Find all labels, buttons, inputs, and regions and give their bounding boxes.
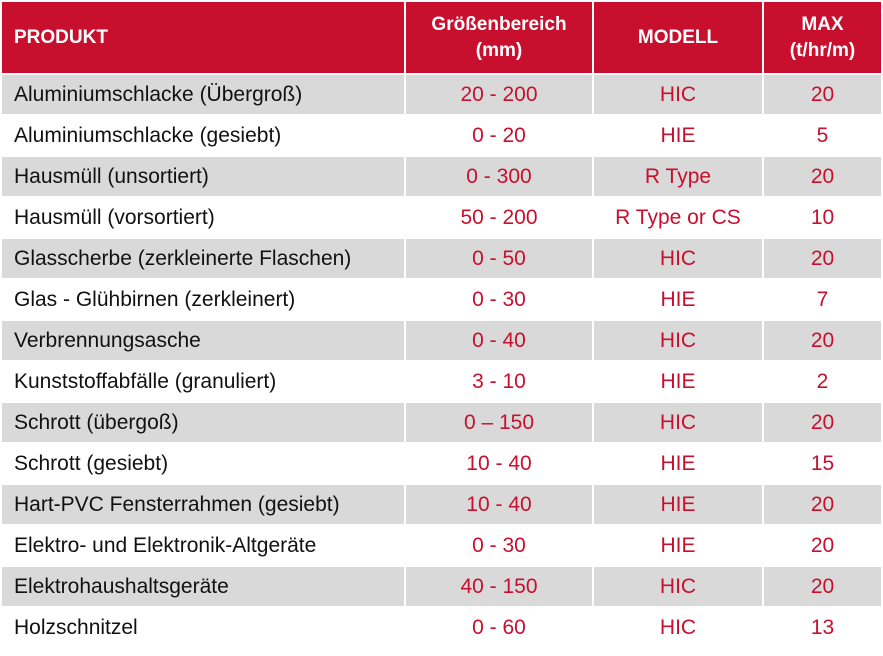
cell-modell: HIE: [592, 114, 764, 157]
header-groessenbereich-line1: Größenbereich: [431, 13, 567, 35]
table-row: Elektro- und Elektronik-Altgeräte 0 - 30 H…: [0, 524, 883, 567]
cell-max: 13: [762, 606, 883, 649]
header-produkt: PRODUKT: [0, 0, 406, 75]
table-row: Kunststoffabfälle (granuliert) 3 - 10 HIE 2: [0, 360, 883, 403]
cell-produkt: Hausmüll (unsortiert): [0, 155, 406, 198]
cell-max: 20: [762, 73, 883, 116]
cell-produkt: Aluminiumschlacke (gesiebt): [0, 114, 406, 157]
cell-produkt: Schrott (gesiebt): [0, 442, 406, 485]
cell-groessenbereich: 0 - 50: [404, 237, 594, 280]
table-header-row: PRODUKT Größenbereich (mm) MODELL MAX (t/h…: [0, 0, 883, 75]
cell-modell: HIE: [592, 524, 764, 567]
cell-max: 20: [762, 401, 883, 444]
table-row: Holzschnitzel 0 - 60 HIC 13: [0, 606, 883, 649]
table-row: Schrott (übergoß) 0 – 150 HIC 20: [0, 401, 883, 444]
cell-modell: HIC: [592, 565, 764, 608]
table-row: Hausmüll (unsortiert) 0 - 300 R Type 20: [0, 155, 883, 198]
cell-produkt: Kunststoffabfälle (granuliert): [0, 360, 406, 403]
cell-modell: HIC: [592, 73, 764, 116]
cell-max: 20: [762, 155, 883, 198]
cell-max: 20: [762, 483, 883, 526]
cell-max: 20: [762, 319, 883, 362]
cell-groessenbereich: 0 - 30: [404, 278, 594, 321]
cell-groessenbereich: 20 - 200: [404, 73, 594, 116]
cell-modell: HIE: [592, 360, 764, 403]
cell-modell: R Type or CS: [592, 196, 764, 239]
cell-groessenbereich: 3 - 10: [404, 360, 594, 403]
cell-groessenbereich: 0 – 150: [404, 401, 594, 444]
cell-max: 10: [762, 196, 883, 239]
cell-groessenbereich: 0 - 40: [404, 319, 594, 362]
table-row: Schrott (gesiebt) 10 - 40 HIE 15: [0, 442, 883, 485]
cell-produkt: Holzschnitzel: [0, 606, 406, 649]
table-body: Aluminiumschlacke (Übergroß) 20 - 200 HIC 2…: [0, 73, 883, 649]
cell-groessenbereich: 0 - 30: [404, 524, 594, 567]
cell-modell: R Type: [592, 155, 764, 198]
cell-modell: HIC: [592, 237, 764, 280]
cell-groessenbereich: 0 - 300: [404, 155, 594, 198]
cell-produkt: Glasscherbe (zerkleinerte Flaschen): [0, 237, 406, 280]
cell-modell: HIC: [592, 319, 764, 362]
cell-produkt: Schrott (übergoß): [0, 401, 406, 444]
header-modell: MODELL: [592, 0, 764, 75]
table-row: Glas - Glühbirnen (zerkleinert) 0 - 30 HIE…: [0, 278, 883, 321]
header-groessenbereich-line2: (mm): [475, 39, 523, 61]
cell-max: 20: [762, 237, 883, 280]
table-row: Aluminiumschlacke (Übergroß) 20 - 200 HIC 2…: [0, 73, 883, 116]
cell-groessenbereich: 10 - 40: [404, 442, 594, 485]
cell-groessenbereich: 0 - 60: [404, 606, 594, 649]
table-row: Hart-PVC Fensterrahmen (gesiebt) 10 - 40 H…: [0, 483, 883, 526]
cell-groessenbereich: 10 - 40: [404, 483, 594, 526]
table-row: Hausmüll (vorsortiert) 50 - 200 R Type or …: [0, 196, 883, 239]
table-row: Aluminiumschlacke (gesiebt) 0 - 20 HIE 5: [0, 114, 883, 157]
cell-max: 7: [762, 278, 883, 321]
header-max: MAX (t/hr/m): [762, 0, 883, 75]
cell-max: 2: [762, 360, 883, 403]
cell-modell: HIE: [592, 278, 764, 321]
header-max-line1: MAX: [801, 13, 844, 35]
cell-max: 5: [762, 114, 883, 157]
cell-max: 20: [762, 524, 883, 567]
cell-produkt: Hart-PVC Fensterrahmen (gesiebt): [0, 483, 406, 526]
header-groessenbereich: Größenbereich (mm): [404, 0, 594, 75]
table-row: Verbrennungsasche 0 - 40 HIC 20: [0, 319, 883, 362]
cell-produkt: Glas - Glühbirnen (zerkleinert): [0, 278, 406, 321]
cell-produkt: Hausmüll (vorsortiert): [0, 196, 406, 239]
cell-produkt: Elektrohaushaltsgeräte: [0, 565, 406, 608]
cell-groessenbereich: 0 - 20: [404, 114, 594, 157]
cell-produkt: Elektro- und Elektronik-Altgeräte: [0, 524, 406, 567]
cell-groessenbereich: 50 - 200: [404, 196, 594, 239]
table-row: Elektrohaushaltsgeräte 40 - 150 HIC 20: [0, 565, 883, 608]
cell-modell: HIE: [592, 483, 764, 526]
cell-produkt: Aluminiumschlacke (Übergroß): [0, 73, 406, 116]
header-max-line2: (t/hr/m): [789, 39, 856, 61]
cell-modell: HIE: [592, 442, 764, 485]
table-row: Glasscherbe (zerkleinerte Flaschen) 0 - 5…: [0, 237, 883, 280]
cell-modell: HIC: [592, 606, 764, 649]
cell-max: 15: [762, 442, 883, 485]
cell-modell: HIC: [592, 401, 764, 444]
cell-groessenbereich: 40 - 150: [404, 565, 594, 608]
cell-max: 20: [762, 565, 883, 608]
cell-produkt: Verbrennungsasche: [0, 319, 406, 362]
